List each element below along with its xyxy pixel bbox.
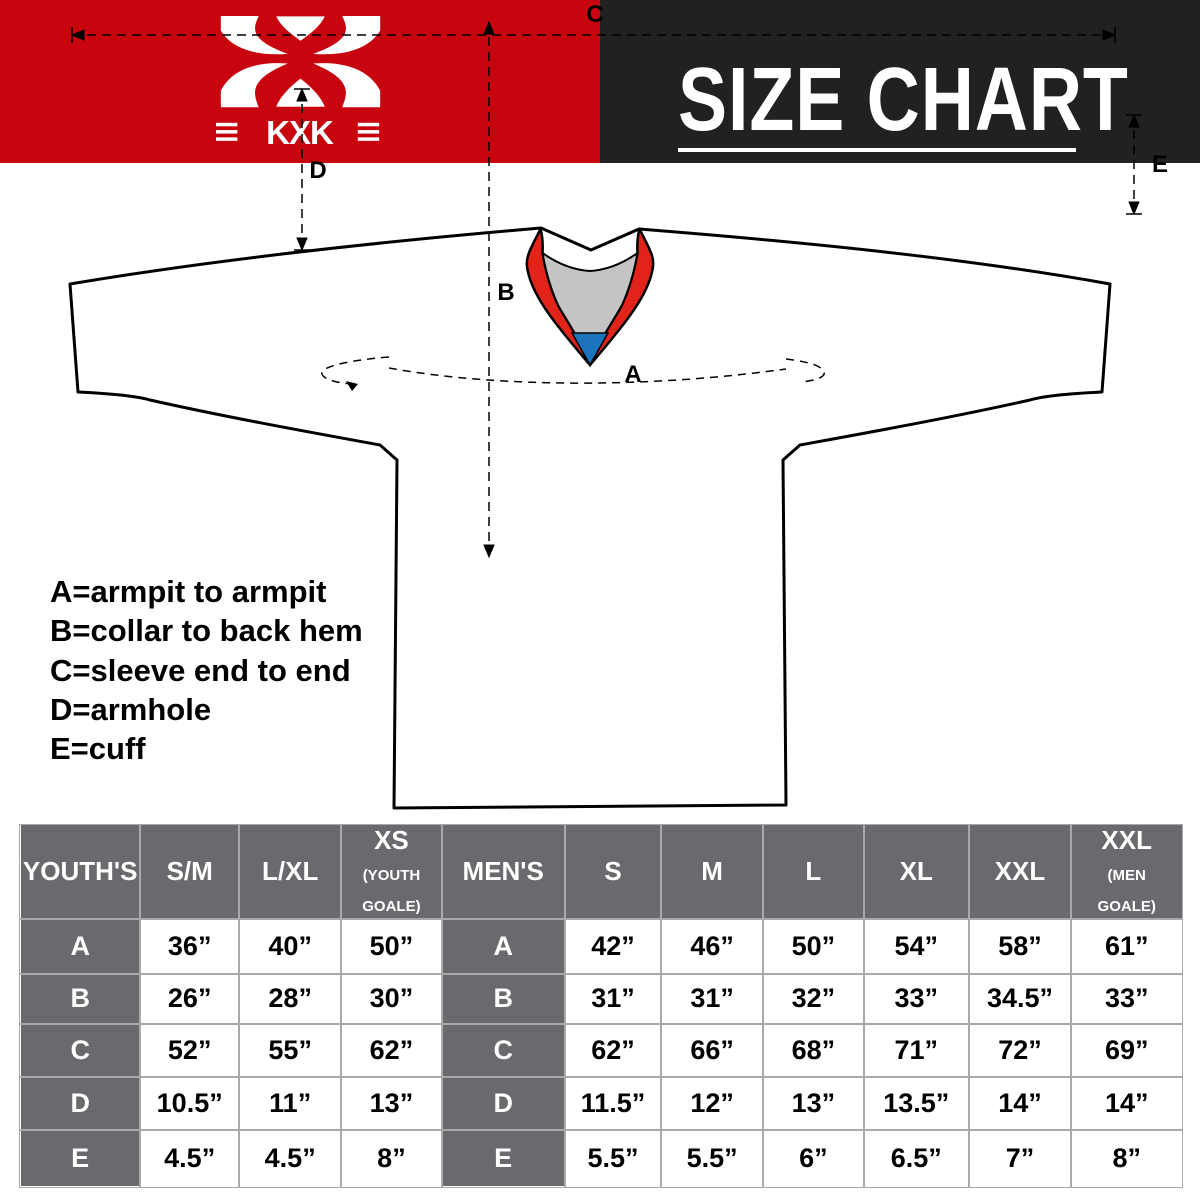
- svg-text:B: B: [497, 279, 514, 306]
- svg-text:A: A: [624, 361, 641, 388]
- svg-text:C: C: [586, 1, 603, 28]
- svg-text:D: D: [309, 157, 326, 184]
- svg-text:E: E: [1152, 151, 1168, 178]
